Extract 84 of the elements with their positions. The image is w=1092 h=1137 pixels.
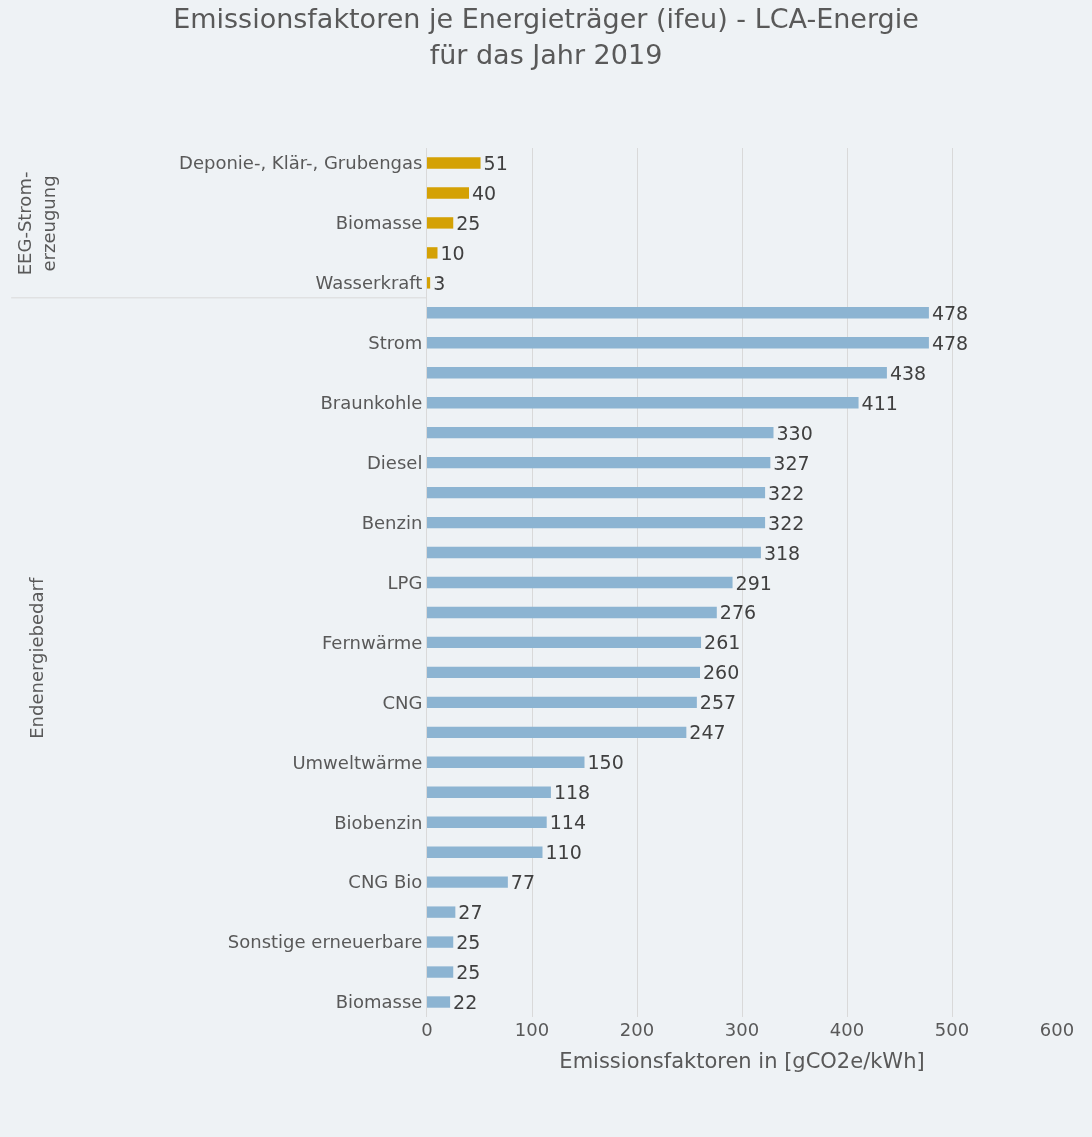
data-label: 3 xyxy=(433,271,446,294)
data-label: 22 xyxy=(453,991,478,1014)
bar xyxy=(427,247,438,259)
bar xyxy=(427,516,766,529)
data-label: 291 xyxy=(735,571,772,594)
bar xyxy=(427,337,929,349)
y-tick-label: Diesel xyxy=(367,451,423,473)
data-label: 318 xyxy=(763,541,801,564)
y-tick-label: Biomasse xyxy=(335,212,423,234)
data-label: 110 xyxy=(545,841,582,864)
bar xyxy=(427,726,687,739)
bar xyxy=(427,426,774,439)
bar xyxy=(427,277,431,289)
data-label: 247 xyxy=(689,721,726,744)
bar xyxy=(427,217,454,229)
data-label: 150 xyxy=(587,751,624,774)
data-label: 260 xyxy=(703,661,740,684)
x-tick-label: 600 xyxy=(1039,1019,1075,1040)
data-label: 40 xyxy=(472,181,497,204)
x-tick-label: 200 xyxy=(619,1019,655,1040)
y-tick-label: Benzin xyxy=(361,511,423,533)
data-label: 330 xyxy=(776,421,813,444)
x-tick-label: 300 xyxy=(724,1019,760,1040)
bar xyxy=(427,397,859,409)
bar xyxy=(427,666,700,679)
y-tick-label: CNG Bio xyxy=(348,871,423,893)
data-label: 276 xyxy=(719,601,757,624)
x-tick-label: 100 xyxy=(514,1019,550,1040)
data-label: 51 xyxy=(483,151,508,174)
data-label: 257 xyxy=(699,691,737,714)
data-label: 25 xyxy=(456,931,481,954)
data-label: 25 xyxy=(456,211,481,234)
bar xyxy=(427,307,929,319)
data-label: 114 xyxy=(549,811,586,834)
y-tick-label: Umweltwärme xyxy=(292,751,423,773)
y-tick-label: Braunkohle xyxy=(320,392,423,414)
bar xyxy=(427,996,451,1008)
data-label: 322 xyxy=(768,511,805,534)
bar xyxy=(427,846,543,858)
bar xyxy=(427,187,469,199)
bar xyxy=(427,606,717,619)
data-label: 261 xyxy=(704,631,741,654)
bar xyxy=(427,876,508,888)
data-label: 438 xyxy=(889,361,927,384)
text: EEG-Strom-erzeugung xyxy=(14,171,59,276)
bar xyxy=(427,786,551,798)
y-tick-label: Strom xyxy=(368,332,423,354)
bar xyxy=(427,367,887,379)
bar xyxy=(427,486,766,499)
bar xyxy=(427,636,702,649)
chart-title: Emissionsfaktoren je Energieträger (ifeu) - LCA-Energie für das Jahr 2019 xyxy=(173,3,919,70)
bar xyxy=(427,696,697,709)
data-label: 322 xyxy=(768,481,805,504)
bar xyxy=(427,936,454,948)
bar xyxy=(427,756,585,768)
data-label: 327 xyxy=(773,451,810,474)
y-tick-label: LPG xyxy=(387,571,423,593)
data-label: 25 xyxy=(456,961,481,984)
data-label: 478 xyxy=(931,331,969,354)
y-tick-label: Biomasse xyxy=(335,991,423,1013)
bar xyxy=(427,546,761,559)
y-tick-label: CNG xyxy=(382,691,423,713)
bar xyxy=(427,157,481,169)
bar xyxy=(427,966,454,978)
bar xyxy=(427,906,456,918)
data-label: 118 xyxy=(553,781,591,804)
data-label: 77 xyxy=(510,871,536,894)
x-tick-label: 400 xyxy=(829,1019,865,1040)
bar xyxy=(427,456,771,469)
bar xyxy=(427,576,733,589)
data-label: 27 xyxy=(458,901,483,924)
data-label: 411 xyxy=(861,391,898,414)
y-tick-label: Deponie-, Klär-, Grubengas xyxy=(179,152,423,174)
y-tick-label: Sonstige erneuerbare xyxy=(227,931,423,953)
x-tick-label: 0 xyxy=(421,1019,433,1040)
bar xyxy=(427,816,547,828)
y-tick-label: Wasserkraft xyxy=(315,272,423,294)
y-tick-label: Biobenzin xyxy=(334,811,423,833)
y-tick-label: Fernwärme xyxy=(322,631,423,653)
x-axis-title: Emissionsfaktoren in [gCO2e/kWh] xyxy=(559,1049,925,1074)
x-tick-label: 500 xyxy=(934,1019,970,1040)
text: Endenergiebedarf xyxy=(25,577,47,739)
data-label: 10 xyxy=(440,241,465,264)
data-label: 478 xyxy=(931,301,969,324)
